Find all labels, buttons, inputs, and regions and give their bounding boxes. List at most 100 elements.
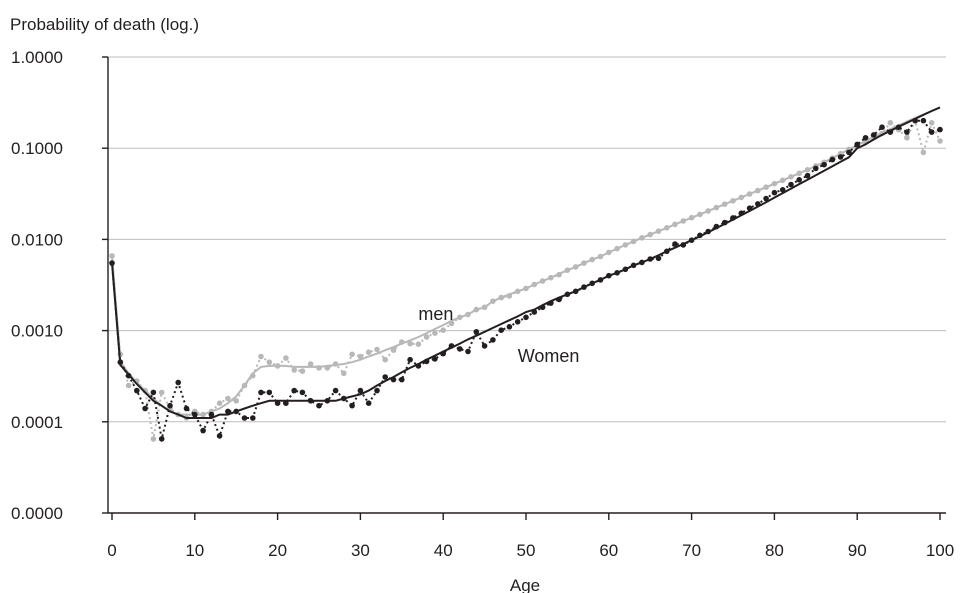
women-data-point: [506, 324, 513, 330]
annotations: men Women: [418, 304, 579, 366]
women-data-point: [407, 356, 413, 363]
x-tick-label: 60: [599, 541, 618, 560]
women-data-point: [150, 389, 157, 396]
men-data-point: [158, 389, 165, 396]
men-data-point: [341, 370, 347, 377]
women-data-point: [523, 314, 529, 321]
women-data-point: [316, 402, 322, 409]
women-data-point: [349, 402, 355, 409]
women-data-point: [837, 154, 844, 160]
series-layer: [109, 106, 943, 442]
x-tick-label: 20: [268, 541, 287, 560]
men-data-point: [283, 355, 289, 361]
women-data-point: [871, 132, 877, 138]
men-data-point: [432, 330, 438, 336]
women-data-point: [829, 156, 836, 163]
women-data-point: [473, 329, 480, 335]
women-data-point: [879, 124, 885, 130]
x-tick-label: 80: [765, 541, 784, 560]
women-data-point: [771, 189, 778, 196]
women-data-point: [134, 387, 140, 394]
x-tick-label: 50: [517, 541, 536, 560]
x-tick-label: 0: [107, 541, 116, 560]
women-data-point: [937, 126, 943, 133]
women-data-point: [813, 165, 819, 172]
women-data-point: [788, 181, 794, 188]
x-tick-label: 70: [682, 541, 701, 560]
men-data-point: [307, 361, 314, 367]
women-data-point: [862, 135, 869, 141]
women-data-point: [225, 408, 231, 415]
women-data-point: [167, 402, 173, 409]
women-data-point: [332, 387, 339, 394]
men-data-point: [357, 353, 364, 360]
men-data-point: [407, 340, 413, 347]
men-data-point: [266, 359, 273, 366]
women-data-point: [490, 337, 496, 343]
women-data-point: [432, 356, 438, 362]
women-data-point: [457, 346, 463, 352]
axes: [107, 57, 946, 514]
men-data-point: [216, 400, 223, 407]
gridlines: [108, 56, 946, 423]
y-tick-label: 1.0000: [11, 48, 63, 67]
men-data-point: [291, 367, 298, 373]
women-data-point: [498, 327, 505, 334]
men-data-point: [423, 334, 430, 340]
women-data-point: [928, 129, 935, 135]
men-data-point: [299, 368, 306, 374]
women-data-point: [465, 348, 471, 355]
men-data-point: [887, 120, 894, 126]
y-tick-label: 0.0001: [11, 413, 63, 432]
women-data-point: [274, 400, 281, 407]
x-tick-label: 40: [434, 541, 453, 560]
men-smoothed-line: [111, 106, 941, 416]
women-data-point: [183, 405, 190, 412]
x-tick-label: 30: [351, 541, 370, 560]
women-data-point: [241, 415, 248, 421]
men-data-point: [365, 349, 372, 356]
x-tick-label: 100: [926, 541, 954, 560]
women-data-point: [796, 177, 802, 183]
women-data-point: [920, 117, 927, 124]
men-data-point: [225, 395, 231, 402]
women-data-point: [763, 195, 769, 202]
y-tick-label: 0.0100: [11, 230, 63, 249]
women-data-point: [142, 405, 148, 412]
women-data-point: [208, 411, 215, 418]
y-tick-label: 0.0010: [11, 322, 63, 341]
women-data-point: [192, 411, 198, 418]
men-data-point: [937, 138, 943, 144]
women-data-point: [283, 400, 289, 407]
men-data-point: [349, 351, 355, 358]
women-data-point: [382, 374, 389, 380]
women-data-point: [904, 129, 910, 135]
ticks: 0.0000 0.0001 0.0010 0.0100 0.1000 1.0000 0 10 2…: [11, 48, 954, 560]
women-data-point: [804, 172, 811, 179]
women-data-point: [266, 389, 273, 396]
women-data-point: [779, 187, 786, 193]
women-smoothed-line: [111, 106, 941, 419]
men-data-point: [920, 149, 927, 156]
women-data-point: [846, 149, 852, 156]
men-data-point: [150, 436, 157, 442]
women-data-point: [821, 161, 827, 168]
women-data-point: [158, 436, 165, 442]
y-tick-label: 0.1000: [11, 139, 63, 158]
men-data-point: [440, 327, 447, 334]
women-data-point: [481, 343, 488, 349]
women-data-point: [514, 319, 521, 325]
women-data-point: [200, 427, 206, 434]
men-data-point: [233, 398, 239, 404]
women-data-point: [854, 141, 860, 148]
men-data-point: [928, 120, 935, 126]
chart-title: Probability of death (log.): [10, 15, 199, 34]
women-data-point: [357, 387, 364, 394]
x-tick-label: 90: [848, 541, 867, 560]
men-data-point: [382, 356, 389, 363]
y-tick-label: 0.0000: [11, 504, 63, 523]
series-label-women: Women: [518, 346, 580, 366]
women-data-point: [374, 387, 380, 394]
men-data-point: [125, 382, 132, 389]
men-data-point: [904, 135, 910, 141]
